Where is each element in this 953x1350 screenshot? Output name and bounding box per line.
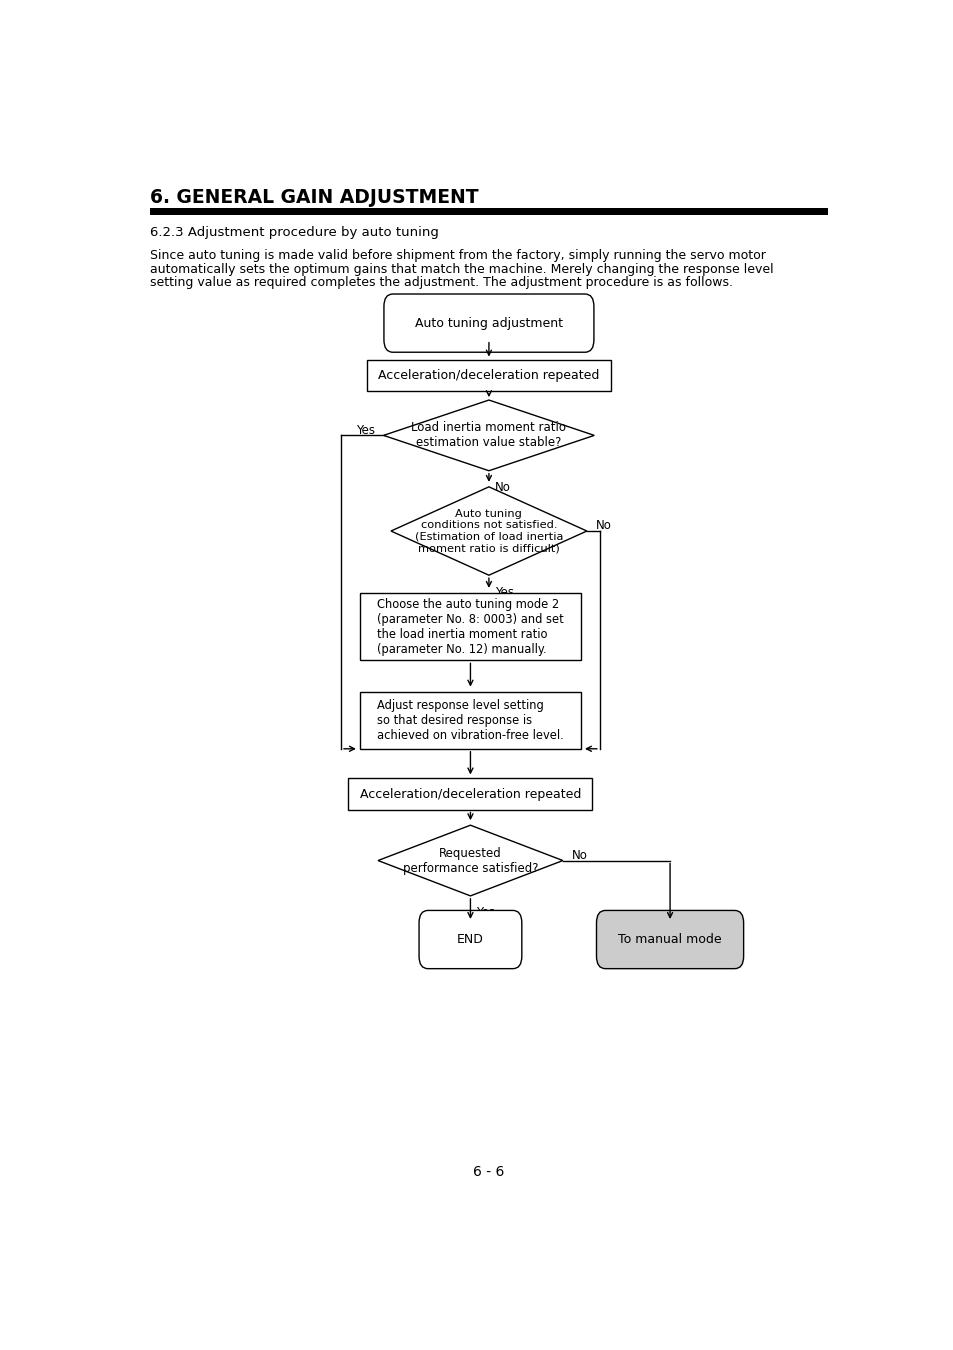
- Text: 6. GENERAL GAIN ADJUSTMENT: 6. GENERAL GAIN ADJUSTMENT: [151, 188, 478, 207]
- Text: No: No: [595, 520, 611, 532]
- Text: No: No: [571, 849, 587, 861]
- Text: Auto tuning
conditions not satisfied.
(Estimation of load inertia
moment ratio i: Auto tuning conditions not satisfied. (E…: [415, 509, 562, 554]
- Text: Yes: Yes: [476, 906, 495, 919]
- Text: Load inertia moment ratio
estimation value stable?: Load inertia moment ratio estimation val…: [411, 421, 566, 450]
- Text: setting value as required completes the adjustment. The adjustment procedure is : setting value as required completes the …: [151, 277, 733, 289]
- Text: Requested
performance satisfied?: Requested performance satisfied?: [402, 846, 537, 875]
- Text: END: END: [456, 933, 483, 946]
- Text: To manual mode: To manual mode: [618, 933, 721, 946]
- FancyBboxPatch shape: [418, 910, 521, 969]
- Text: Yes: Yes: [495, 586, 514, 598]
- Polygon shape: [377, 825, 562, 896]
- Text: Acceleration/deceleration repeated: Acceleration/deceleration repeated: [377, 369, 599, 382]
- Text: Auto tuning adjustment: Auto tuning adjustment: [415, 317, 562, 329]
- Bar: [367, 359, 610, 390]
- Text: 6.2.3 Adjustment procedure by auto tuning: 6.2.3 Adjustment procedure by auto tunin…: [151, 227, 438, 239]
- FancyBboxPatch shape: [596, 910, 742, 969]
- FancyBboxPatch shape: [383, 294, 594, 352]
- Text: 6 - 6: 6 - 6: [473, 1165, 504, 1179]
- Bar: [359, 593, 580, 660]
- Text: Yes: Yes: [355, 424, 375, 436]
- Text: Since auto tuning is made valid before shipment from the factory, simply running: Since auto tuning is made valid before s…: [151, 250, 765, 262]
- Text: Choose the auto tuning mode 2
(parameter No. 8: 0003) and set
the load inertia m: Choose the auto tuning mode 2 (parameter…: [376, 598, 563, 656]
- Text: automatically sets the optimum gains that match the machine. Merely changing the: automatically sets the optimum gains tha…: [151, 263, 773, 275]
- Bar: [151, 208, 826, 215]
- Bar: [348, 779, 592, 810]
- Text: Adjust response level setting
so that desired response is
achieved on vibration-: Adjust response level setting so that de…: [376, 699, 563, 741]
- Polygon shape: [391, 487, 586, 575]
- Bar: [359, 691, 580, 749]
- Text: No: No: [495, 481, 510, 494]
- Text: Acceleration/deceleration repeated: Acceleration/deceleration repeated: [359, 787, 580, 801]
- Polygon shape: [383, 400, 594, 471]
